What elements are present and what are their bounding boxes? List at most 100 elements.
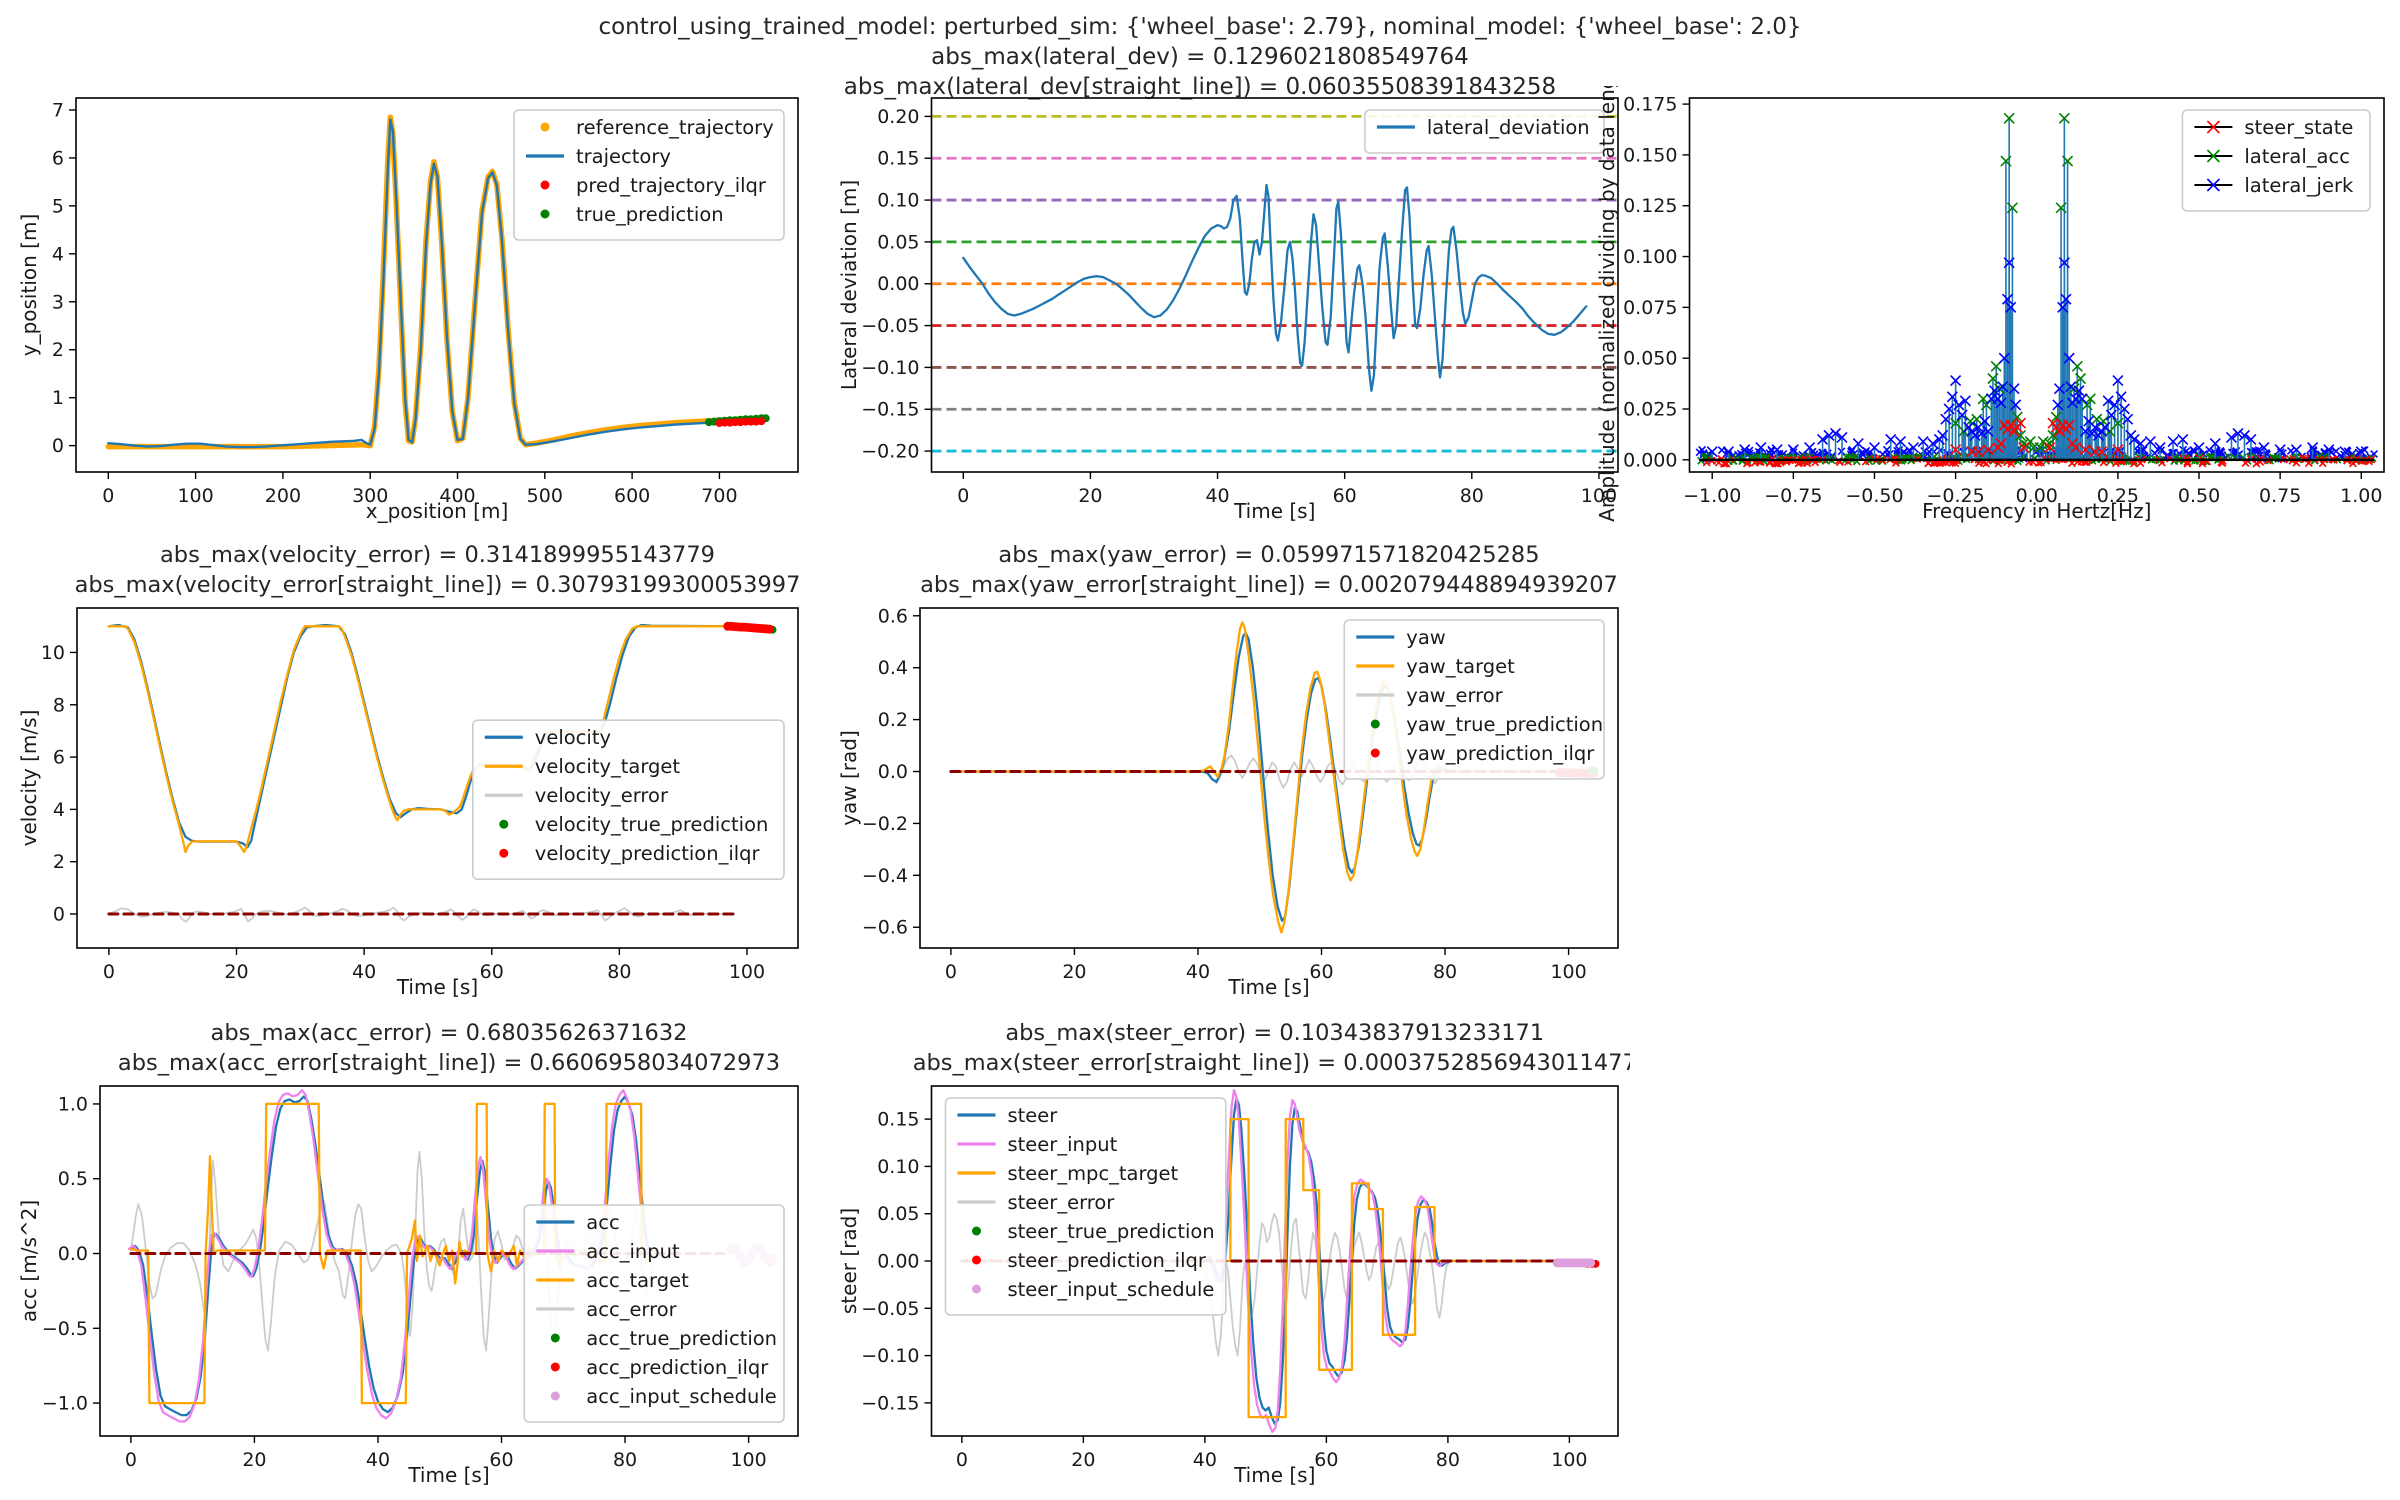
chart-steer: abs_max(steer_error) = 0.103438379132331… [837, 1014, 1637, 1494]
svg-text:−0.75: −0.75 [1764, 485, 1822, 507]
legend: reference_trajectory trajectory pred_traje… [513, 109, 785, 241]
series-lateral_deviation [962, 183, 1588, 392]
series-steer_mpc_target [960, 1117, 1559, 1419]
svg-text:acc_error: acc_error [586, 1298, 677, 1321]
svg-text:0.00: 0.00 [2016, 485, 2058, 507]
suptitle-line-2: abs_max(lateral_dev) = 0.129602180854976… [931, 44, 1469, 70]
svg-text:−1.00: −1.00 [1683, 485, 1741, 507]
y-axis-label: Amplitude (normalized dividing by data l… [1596, 86, 1619, 522]
legend: steer_state lateral_acc lateral_jerk [2181, 109, 2371, 212]
svg-text:400: 400 [439, 485, 475, 507]
svg-text:200: 200 [265, 485, 301, 507]
chart-acc: abs_max(acc_error) = 0.68035626371632 abs… [17, 1014, 810, 1494]
chart-yaw-svg: abs_max(yaw_error) = 0.05997157182042528… [837, 542, 1619, 999]
suptitle-line-1: control_using_trained_model: perturbed_s… [598, 14, 1802, 40]
subplot-title-line: abs_max(yaw_error[straight_line]) = 0.00… [920, 572, 1618, 598]
svg-text:steer_true_prediction: steer_true_prediction [1008, 1220, 1215, 1243]
svg-text:4: 4 [52, 243, 64, 265]
chart-lateral_deviation-svg: 0 20 40 60 80 100 −0.20 −0.15 −0.10 −0.05 0.00 0.05… [837, 97, 1619, 523]
svg-text:0.10: 0.10 [877, 190, 919, 212]
figure-suptitle: control_using_trained_model: perturbed_s… [0, 12, 2400, 102]
y-axis-label: steer [rad] [838, 1208, 861, 1314]
svg-text:0.15: 0.15 [877, 148, 919, 170]
svg-text:steer_input: steer_input [1008, 1133, 1118, 1156]
svg-text:100: 100 [177, 485, 213, 507]
svg-text:1.00: 1.00 [2340, 485, 2382, 507]
svg-text:velocity_prediction_ilqr: velocity_prediction_ilqr [535, 842, 761, 865]
svg-text:60: 60 [1333, 485, 1357, 507]
svg-text:3: 3 [52, 291, 64, 313]
svg-text:2: 2 [53, 851, 65, 873]
svg-text:60: 60 [489, 1449, 513, 1471]
svg-text:10: 10 [41, 642, 65, 664]
x-axis-label: x_position [m] [366, 499, 509, 523]
suptitle-line-3: abs_max(lateral_dev[straight_line]) = 0.… [843, 74, 1557, 100]
chart-velocity: abs_max(velocity_error) = 0.314189995514… [17, 536, 810, 1006]
svg-text:100: 100 [1551, 1449, 1587, 1471]
svg-text:acc_input: acc_input [586, 1240, 680, 1263]
svg-text:steer_prediction_ilqr: steer_prediction_ilqr [1008, 1249, 1207, 1272]
svg-text:20: 20 [224, 961, 248, 983]
subplot-title-line: abs_max(steer_error[straight_line]) = 0.… [913, 1050, 1630, 1076]
svg-text:lateral_deviation: lateral_deviation [1427, 116, 1590, 139]
svg-text:300: 300 [352, 485, 388, 507]
svg-text:−0.4: −0.4 [862, 865, 908, 887]
series-yaw_target [949, 621, 1558, 934]
svg-text:0.6: 0.6 [878, 605, 908, 627]
subplot-title-line: abs_max(acc_error) = 0.68035626371632 [211, 1020, 688, 1046]
svg-text:0: 0 [956, 1449, 968, 1471]
svg-text:80: 80 [1433, 961, 1457, 983]
svg-text:0.5: 0.5 [58, 1168, 88, 1190]
svg-text:0: 0 [957, 485, 969, 507]
svg-text:−0.5: −0.5 [42, 1318, 88, 1340]
legend: steer steer_input steer_mpc_target steer_er… [944, 1097, 1227, 1316]
subplot-title-line: abs_max(velocity_error) = 0.314189995514… [160, 542, 715, 568]
svg-text:0: 0 [103, 961, 115, 983]
svg-text:−0.20: −0.20 [861, 441, 919, 463]
series-pred_trajectory_ilqr [715, 417, 766, 428]
svg-text:40: 40 [1205, 485, 1229, 507]
svg-text:80: 80 [1436, 1449, 1460, 1471]
chart-yaw: abs_max(yaw_error) = 0.05997157182042528… [837, 536, 1630, 1006]
legend: acc acc_input acc_target acc_error acc_true_… [523, 1204, 785, 1423]
svg-text:7: 7 [52, 99, 64, 121]
subplot-title-line: abs_max(velocity_error[straight_line]) =… [75, 572, 801, 598]
svg-text:1: 1 [52, 387, 64, 409]
chart-trajectory-svg: 0 100 200 300 400 500 600 700 0 1 2 3 4 5 6 7 x_position… [17, 97, 799, 523]
svg-text:velocity_target: velocity_target [535, 755, 681, 778]
svg-text:acc: acc [586, 1211, 619, 1234]
subplot-title-line: abs_max(acc_error[straight_line]) = 0.66… [118, 1050, 780, 1076]
svg-text:yaw_true_prediction: yaw_true_prediction [1406, 713, 1603, 736]
svg-text:0.75: 0.75 [2259, 485, 2301, 507]
svg-text:6: 6 [53, 747, 65, 769]
svg-text:yaw_target: yaw_target [1406, 655, 1515, 678]
series-steer_input [958, 1089, 1556, 1433]
svg-text:100: 100 [1581, 485, 1617, 507]
svg-text:acc_prediction_ilqr: acc_prediction_ilqr [586, 1356, 769, 1379]
svg-text:−0.10: −0.10 [861, 357, 919, 379]
y-axis-label: yaw [rad] [838, 730, 861, 826]
svg-text:−0.15: −0.15 [861, 1392, 919, 1414]
svg-text:0: 0 [53, 904, 65, 926]
svg-text:40: 40 [352, 961, 376, 983]
svg-text:pred_trajectory_ilqr: pred_trajectory_ilqr [576, 174, 767, 197]
svg-text:0: 0 [945, 961, 957, 983]
x-axis-label: Time [s] [407, 1463, 489, 1487]
svg-text:20: 20 [1078, 485, 1102, 507]
svg-text:−0.25: −0.25 [1926, 485, 1984, 507]
svg-text:20: 20 [242, 1449, 266, 1471]
svg-text:reference_trajectory: reference_trajectory [576, 116, 774, 139]
svg-text:6: 6 [52, 147, 64, 169]
x-axis-label: Time [s] [396, 975, 478, 999]
svg-text:steer: steer [1008, 1104, 1059, 1127]
chart-acc-svg: abs_max(acc_error) = 0.68035626371632 abs… [17, 1020, 799, 1487]
series-stems [1706, 112, 2367, 460]
svg-text:trajectory: trajectory [576, 145, 671, 168]
svg-text:60: 60 [1309, 961, 1333, 983]
chart-trajectory: 0 100 200 300 400 500 600 700 0 1 2 3 4 5 6 7 x_position… [17, 86, 810, 530]
svg-text:1.0: 1.0 [58, 1093, 88, 1115]
svg-text:0: 0 [52, 435, 64, 457]
svg-text:0.10: 0.10 [877, 1156, 919, 1178]
y-axis-label: velocity [m/s] [18, 710, 41, 847]
svg-text:0.075: 0.075 [1623, 297, 1677, 319]
